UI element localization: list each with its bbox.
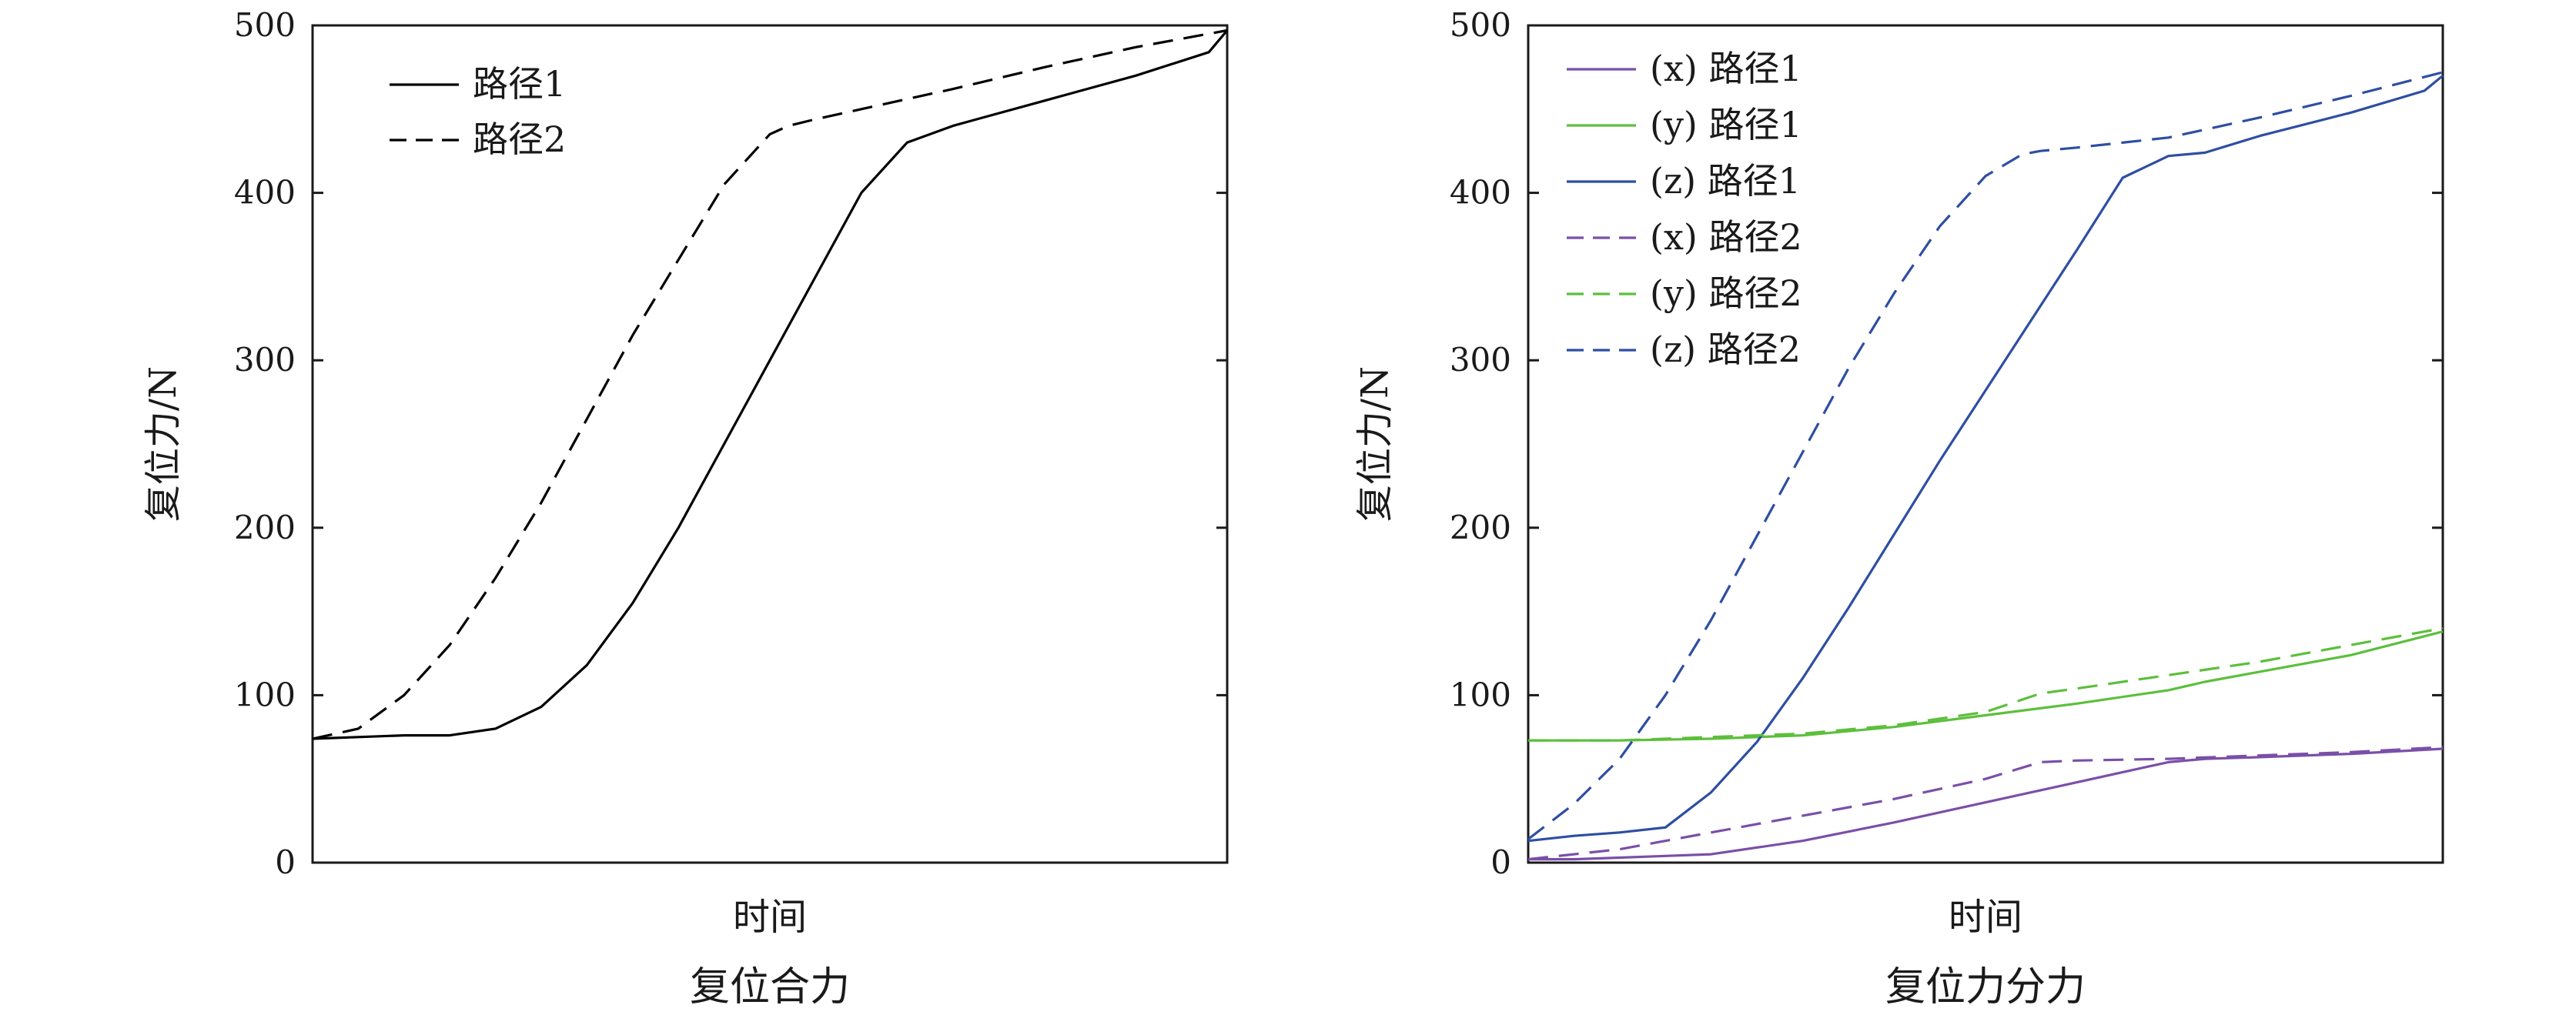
y-tick-label: 0 [1490, 843, 1511, 881]
y-tick-label: 400 [234, 174, 296, 212]
legend-label: (z) 路径1 [1650, 160, 1801, 202]
series-layer [312, 28, 1229, 740]
y-tick-label: 100 [1450, 676, 1511, 713]
legend-label: 路径1 [473, 63, 566, 105]
series-line [1527, 71, 2444, 840]
y-tick-label: 400 [1450, 174, 1511, 212]
x-axis-title: 时间 [1949, 896, 2022, 939]
legend-label: (z) 路径2 [1650, 329, 1801, 370]
y-ticks: 0 100 200 300 400 500 [234, 6, 1227, 881]
chart-caption: 复位合力 [690, 964, 850, 1010]
y-tick-label: 300 [234, 341, 296, 379]
plot-frame [1527, 24, 2444, 864]
series-line [1527, 75, 2444, 843]
legend-label: (x) 路径1 [1650, 48, 1802, 89]
y-tick-label: 200 [1450, 509, 1511, 546]
y-ticks: 0 100 200 300 400 500 [1450, 6, 2443, 881]
y-tick-label: 200 [234, 509, 296, 546]
legend-label: (y) 路径1 [1650, 104, 1802, 145]
y-tick-label: 0 [275, 843, 296, 881]
y-tick-label: 500 [1450, 6, 1511, 44]
y-tick-label: 100 [234, 676, 296, 713]
legend-label: (x) 路径2 [1650, 216, 1802, 258]
series-line [1527, 746, 2444, 861]
x-axis-title: 时间 [733, 896, 807, 939]
y-tick-label: 300 [1450, 341, 1511, 379]
plot-frame [311, 24, 1229, 864]
y-tick-label: 500 [234, 6, 296, 44]
legend: (x) 路径1 (y) 路径1 (z) 路径1 (x) 路径2 (y) 路径2 (z) 路… [1567, 48, 1802, 370]
series-line [1528, 630, 2444, 742]
series-line [1528, 747, 2444, 861]
series-layer [1527, 71, 2444, 861]
legend-label: (y) 路径2 [1650, 272, 1802, 314]
series-line [1528, 626, 2444, 742]
series-line [312, 28, 1228, 740]
legend-label: 路径2 [473, 119, 566, 160]
chart-caption: 复位力分力 [1885, 964, 2086, 1010]
y-axis-title: 复位力/N [1353, 366, 1397, 522]
y-axis-title: 复位力/N [142, 366, 185, 522]
series-line [312, 29, 1229, 740]
